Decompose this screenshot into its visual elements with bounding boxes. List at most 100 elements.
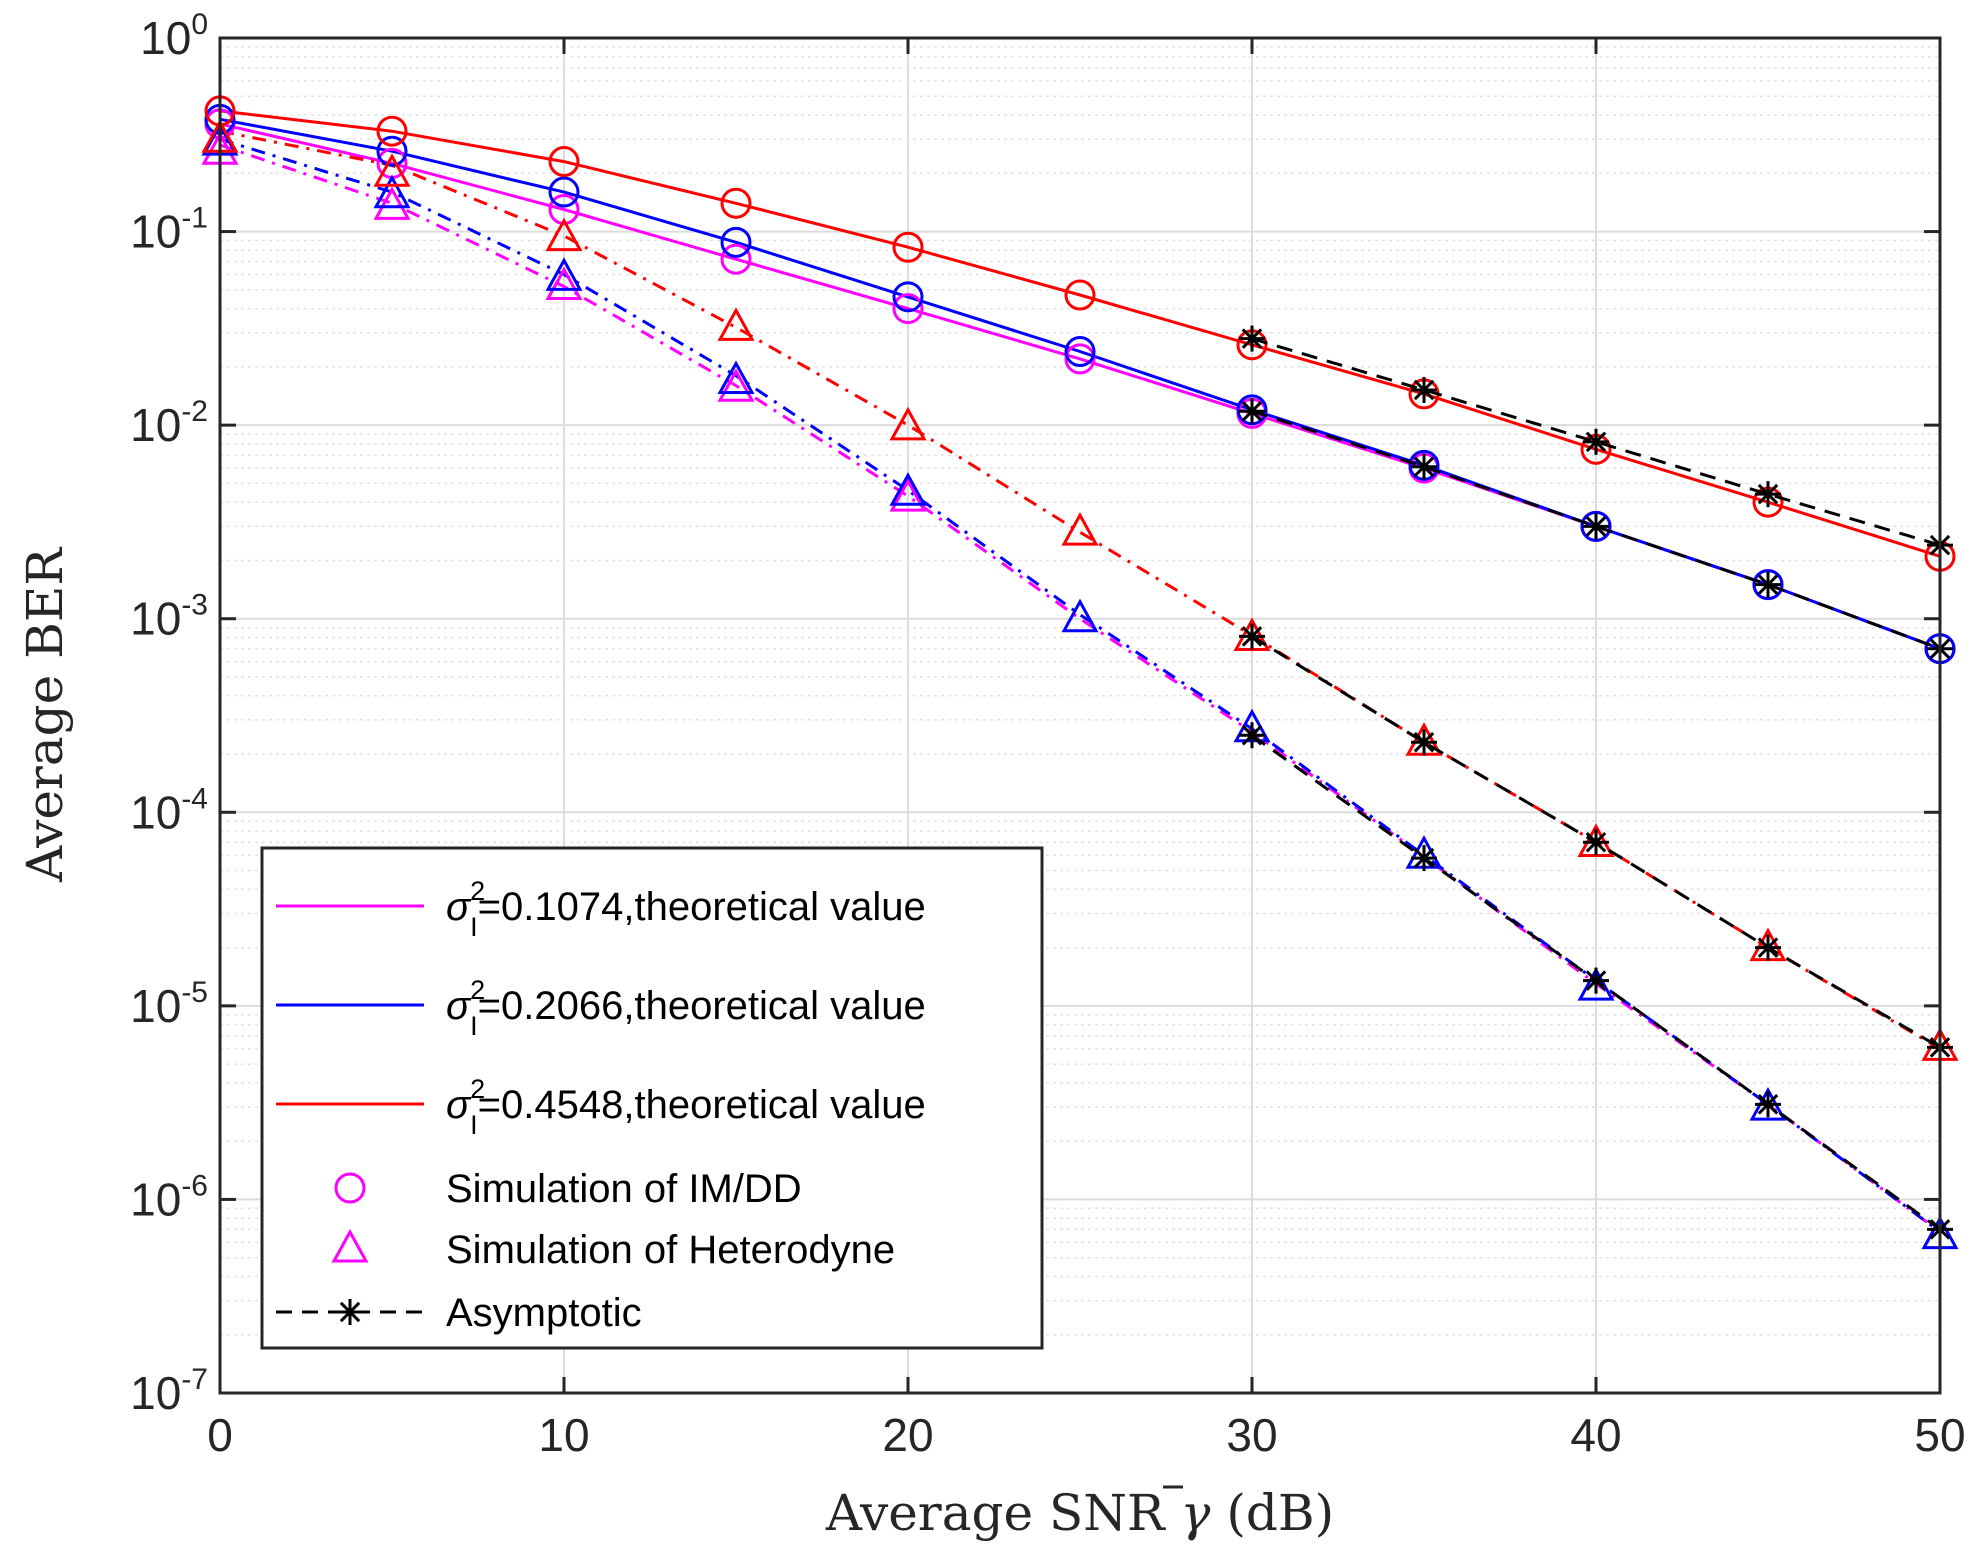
marker-triangle bbox=[545, 266, 583, 301]
marker-asterisk-stroke bbox=[1241, 725, 1263, 746]
x-tick-label: 30 bbox=[1226, 1409, 1277, 1461]
x-tick-label: 40 bbox=[1570, 1409, 1621, 1461]
marker-triangle bbox=[545, 257, 583, 291]
series-line bbox=[219, 109, 1941, 558]
marker-circle bbox=[548, 176, 580, 208]
y-tick-exponent: -1 bbox=[181, 202, 208, 235]
legend-sigma-sub: I bbox=[470, 1011, 478, 1041]
x-axis-label-post: (dB) bbox=[1210, 1484, 1334, 1542]
series-line bbox=[1251, 409, 1941, 651]
series-line bbox=[219, 137, 1941, 1234]
y-tick-base: 10 bbox=[130, 786, 181, 838]
y-tick-label: 10-6 bbox=[130, 1169, 208, 1225]
marker-triangle bbox=[545, 217, 583, 252]
marker-triangle bbox=[889, 472, 927, 506]
legend-label: σ2 I=0.4548,theoretical value bbox=[446, 1074, 926, 1140]
y-tick-label: 10-2 bbox=[130, 395, 208, 451]
marker-asterisk-stroke bbox=[1241, 400, 1263, 422]
legend-entry-0: σ2 I=0.1074,theoretical value bbox=[276, 876, 926, 942]
marker-triangle bbox=[373, 153, 411, 187]
y-tick-exponent: -3 bbox=[181, 589, 208, 622]
legend-label: Asymptotic bbox=[446, 1291, 642, 1335]
legend-label: Simulation of Heterodyne bbox=[446, 1228, 895, 1272]
legend-value: =0.2066,theoretical value bbox=[478, 984, 926, 1028]
legend-sigma-sup: 2 bbox=[470, 975, 485, 1005]
marker-triangle bbox=[373, 174, 411, 209]
legend-value: =0.4548,theoretical value bbox=[478, 1083, 926, 1127]
marker-asterisk-stroke bbox=[339, 1301, 361, 1323]
marker-asterisk-stroke bbox=[1757, 483, 1779, 505]
legend-label: σ2 I=0.1074,theoretical value bbox=[446, 876, 926, 942]
x-tick-label: 20 bbox=[882, 1409, 933, 1461]
legend-label: Simulation of IM/DD bbox=[446, 1167, 802, 1211]
legend-entry-3: Simulation of IM/DD bbox=[334, 1167, 802, 1211]
marker-asterisk-stroke bbox=[1585, 970, 1607, 991]
marker-asterisk-stroke bbox=[1413, 847, 1435, 869]
y-tick-label: 10-1 bbox=[130, 202, 208, 258]
y-tick-base: 10 bbox=[130, 206, 181, 258]
legend-entry-2: σ2 I=0.4548,theoretical value bbox=[276, 1074, 926, 1140]
y-tick-base: 10 bbox=[130, 1367, 181, 1419]
legend-entry-4: Simulation of Heterodyne bbox=[331, 1228, 895, 1272]
y-axis-label: Average BER bbox=[16, 547, 74, 883]
marker-triangle bbox=[717, 360, 755, 395]
marker-circle bbox=[1064, 279, 1096, 311]
legend-label: σ2 I=0.2066,theoretical value bbox=[446, 975, 926, 1041]
series-line bbox=[1251, 337, 1941, 547]
y-tick-exponent: -6 bbox=[181, 1169, 208, 1202]
marker-circle bbox=[376, 135, 408, 167]
y-tick-label: 10-4 bbox=[130, 782, 208, 838]
legend-entry-1: σ2 I=0.2066,theoretical value bbox=[276, 975, 926, 1041]
legend-entry-5: Asymptotic bbox=[276, 1291, 642, 1335]
legend-sigma-sub: I bbox=[470, 912, 478, 942]
marker-circle bbox=[1580, 510, 1612, 542]
y-tick-base: 10 bbox=[130, 593, 181, 645]
marker-circle bbox=[1064, 336, 1096, 368]
marker-asterisk-stroke bbox=[1413, 379, 1435, 401]
x-tick-label: 0 bbox=[207, 1409, 233, 1461]
legend-sigma: σ bbox=[446, 1083, 472, 1127]
legend-sigma: σ bbox=[446, 885, 472, 929]
y-tick-exponent: -2 bbox=[181, 395, 208, 428]
marker-asterisk-stroke bbox=[1585, 832, 1607, 853]
series-12 bbox=[1239, 325, 1953, 559]
marker-triangle bbox=[717, 307, 755, 341]
y-tick-exponent: -5 bbox=[181, 976, 208, 1009]
marker-triangle bbox=[889, 406, 927, 441]
series-4 bbox=[219, 137, 1941, 1234]
marker-circle bbox=[720, 243, 752, 275]
marker-circle bbox=[892, 293, 924, 325]
x-axis-label-pre: Average SNR bbox=[825, 1484, 1181, 1542]
y-tick-label: 10-7 bbox=[130, 1363, 208, 1419]
marker-circle bbox=[892, 281, 924, 313]
legend-sigma-sup: 2 bbox=[470, 1074, 485, 1104]
legend-sigma-sup: 2 bbox=[470, 876, 485, 906]
y-tick-label: 10-3 bbox=[130, 589, 208, 645]
marker-circle bbox=[720, 226, 752, 258]
marker-circle bbox=[720, 187, 752, 219]
marker-asterisk-stroke bbox=[1585, 516, 1607, 537]
x-tick-label: 50 bbox=[1914, 1409, 1965, 1461]
series-2 bbox=[219, 109, 1941, 558]
x-tick-label: 10 bbox=[538, 1409, 589, 1461]
marker-triangle bbox=[331, 1228, 369, 1263]
marker-triangle bbox=[1061, 598, 1099, 633]
x-axis-label: Average SNR γ (dB) bbox=[825, 1484, 1334, 1542]
y-tick-exponent: 0 bbox=[191, 8, 208, 41]
series-14 bbox=[1239, 623, 1953, 1061]
legend-sigma-sub: I bbox=[470, 1110, 478, 1140]
series-line bbox=[219, 143, 1941, 1234]
plot-frame bbox=[218, 36, 1942, 1395]
marker-asterisk-stroke bbox=[1413, 732, 1435, 753]
marker-asterisk-stroke bbox=[1241, 626, 1263, 647]
x-axis-label-symbol: γ bbox=[1181, 1484, 1211, 1542]
marker-circle bbox=[1752, 569, 1784, 601]
y-tick-exponent: -4 bbox=[181, 782, 208, 815]
y-tick-base: 10 bbox=[130, 1173, 181, 1225]
marker-asterisk-stroke bbox=[1757, 1094, 1779, 1115]
y-tick-label: 100 bbox=[140, 8, 208, 64]
y-tick-base: 10 bbox=[130, 399, 181, 451]
marker-triangle bbox=[1061, 512, 1099, 546]
